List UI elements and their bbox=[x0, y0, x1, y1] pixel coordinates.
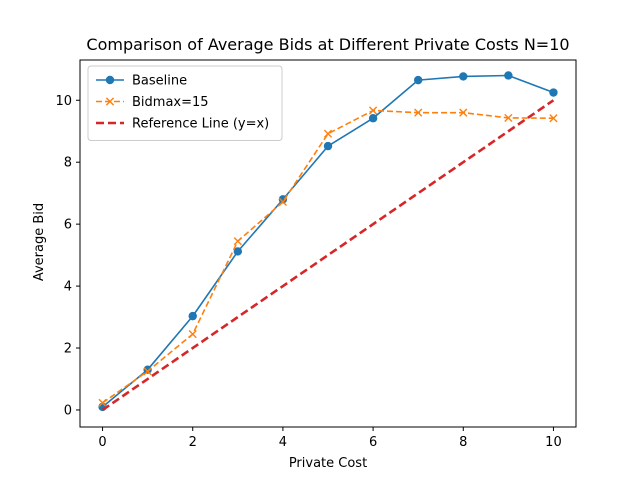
series-line-2 bbox=[101, 99, 555, 412]
axes: 0 2 4 6 8 10 0 2 4 6 8 10 bbox=[55, 59, 577, 450]
series-1 bbox=[98, 106, 558, 407]
y-axis-label: Average Bid bbox=[32, 203, 47, 281]
data-point bbox=[323, 141, 333, 151]
data-point bbox=[98, 398, 107, 407]
x-tick-label: 2 bbox=[189, 435, 197, 450]
chart-title: Comparison of Average Bids at Different … bbox=[86, 35, 569, 54]
x-tick-label: 4 bbox=[279, 435, 287, 450]
data-point bbox=[459, 108, 468, 117]
data-point-stroke bbox=[188, 329, 197, 339]
data-point bbox=[323, 129, 333, 138]
data-point-stroke bbox=[98, 398, 107, 407]
data-point-stroke bbox=[278, 197, 288, 206]
x-axis-label: Private Cost bbox=[289, 456, 367, 471]
legend-label: Bidmax=15 bbox=[132, 95, 209, 110]
legend-box bbox=[87, 65, 283, 141]
legend-marker bbox=[105, 75, 115, 85]
data-point bbox=[459, 72, 468, 81]
x-tick-label: 6 bbox=[369, 435, 377, 450]
data-point bbox=[549, 88, 558, 97]
data-point bbox=[233, 247, 243, 256]
y-tick-label: 6 bbox=[64, 218, 72, 233]
data-point bbox=[143, 365, 152, 374]
axes-frame bbox=[79, 59, 577, 428]
data-point bbox=[504, 71, 513, 80]
data-point bbox=[143, 367, 152, 376]
legend: Baseline Bidmax=15 Reference Line (y=x) bbox=[87, 65, 283, 141]
data-point bbox=[368, 106, 378, 115]
y-tick-label: 8 bbox=[64, 156, 72, 171]
data-point bbox=[233, 237, 242, 246]
data-point-stroke bbox=[459, 108, 468, 117]
data-point bbox=[414, 108, 423, 117]
x-tick-label: 8 bbox=[459, 435, 467, 450]
data-point bbox=[504, 113, 513, 123]
legend-label: Baseline bbox=[132, 74, 187, 89]
legend-label: Reference Line (y=x) bbox=[132, 117, 269, 132]
legend-item: Reference Line (y=x) bbox=[96, 117, 269, 132]
data-point bbox=[549, 114, 558, 123]
data-point bbox=[278, 197, 288, 206]
y-tick-label: 4 bbox=[64, 280, 72, 295]
x-tick-label: 0 bbox=[98, 435, 106, 450]
legend-marker bbox=[105, 97, 115, 106]
y-tick-label: 10 bbox=[55, 94, 72, 109]
data-point-stroke bbox=[143, 367, 152, 376]
series-0 bbox=[98, 71, 558, 412]
data-point bbox=[368, 114, 378, 123]
y-tick-label: 0 bbox=[64, 403, 72, 418]
data-point-stroke bbox=[323, 129, 333, 138]
data-point bbox=[413, 75, 423, 85]
data-point bbox=[188, 311, 197, 321]
plot-area bbox=[98, 71, 558, 412]
data-point bbox=[188, 329, 197, 339]
x-tick-label: 10 bbox=[545, 435, 562, 450]
data-point-stroke bbox=[414, 108, 423, 117]
data-point-stroke bbox=[233, 237, 242, 246]
legend-item: Bidmax=15 bbox=[96, 95, 209, 110]
series-line-1 bbox=[102, 109, 554, 404]
legend-item: Baseline bbox=[96, 74, 187, 89]
data-point-stroke bbox=[368, 106, 378, 115]
y-tick-label: 2 bbox=[64, 342, 72, 357]
series-2 bbox=[101, 99, 555, 412]
data-point-stroke bbox=[549, 114, 558, 123]
data-point-stroke bbox=[504, 113, 513, 123]
